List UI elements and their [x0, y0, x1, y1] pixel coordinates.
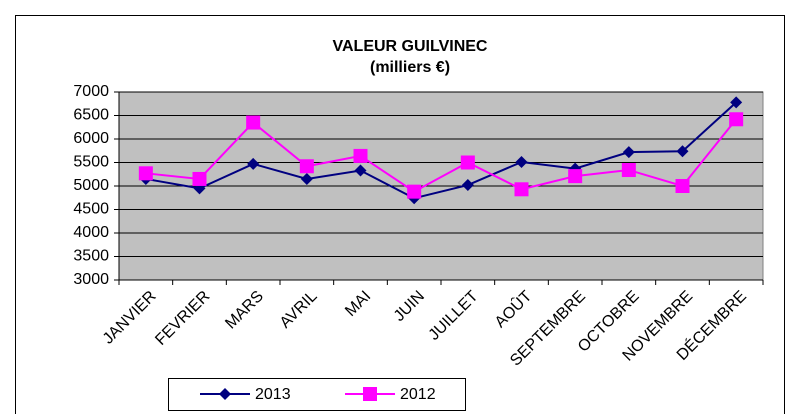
point	[407, 184, 422, 199]
y-tick-label: 6000	[73, 130, 109, 147]
point	[247, 157, 260, 170]
legend-label: 2013	[255, 386, 291, 403]
point	[299, 159, 314, 174]
point	[621, 163, 636, 178]
y-tick-label: 4000	[73, 224, 109, 241]
y-tick-label: 5500	[73, 154, 109, 171]
point	[138, 166, 153, 181]
point	[622, 146, 635, 159]
chart-title: VALEUR GUILVINEC	[333, 38, 488, 55]
legend-marker	[363, 387, 377, 401]
y-tick-label: 3000	[73, 271, 109, 288]
chart-subtitle: (milliers €)	[370, 59, 450, 76]
legend-label: 2012	[400, 386, 436, 403]
point	[676, 145, 689, 158]
point	[514, 182, 529, 197]
point	[568, 169, 583, 184]
point	[300, 172, 313, 185]
point	[460, 155, 475, 170]
series-line	[145, 118, 737, 193]
point	[730, 96, 743, 109]
point	[353, 148, 368, 163]
legend-marker	[219, 388, 231, 400]
y-tick-label: 4500	[73, 201, 109, 218]
y-tick-label: 7000	[73, 83, 109, 100]
point	[246, 115, 261, 130]
series-line	[145, 101, 737, 200]
point	[675, 179, 690, 193]
point	[515, 156, 528, 169]
y-tick-label: 3500	[73, 248, 109, 265]
point	[354, 164, 367, 177]
point	[192, 171, 207, 186]
point	[461, 179, 474, 192]
y-tick-label: 6500	[73, 107, 109, 124]
point	[729, 112, 744, 127]
y-tick-label: 5000	[73, 177, 109, 194]
